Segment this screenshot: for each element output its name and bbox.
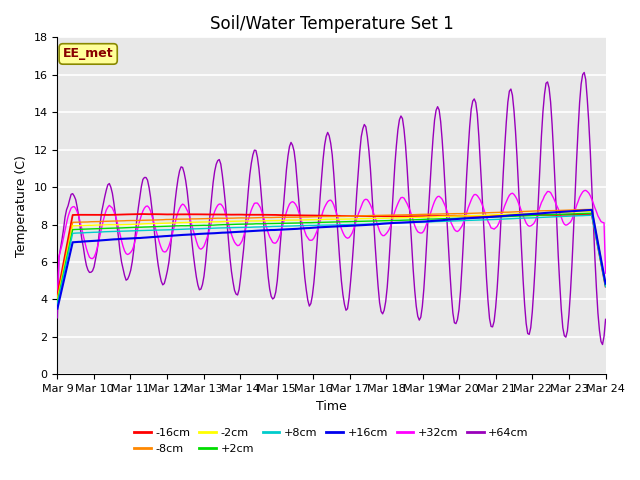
- Title: Soil/Water Temperature Set 1: Soil/Water Temperature Set 1: [210, 15, 453, 33]
- X-axis label: Time: Time: [316, 400, 347, 413]
- Legend: -16cm, -8cm, -2cm, +2cm, +8cm, +16cm, +32cm, +64cm: -16cm, -8cm, -2cm, +2cm, +8cm, +16cm, +3…: [130, 424, 533, 458]
- Y-axis label: Temperature (C): Temperature (C): [15, 155, 28, 257]
- Text: EE_met: EE_met: [63, 48, 113, 60]
